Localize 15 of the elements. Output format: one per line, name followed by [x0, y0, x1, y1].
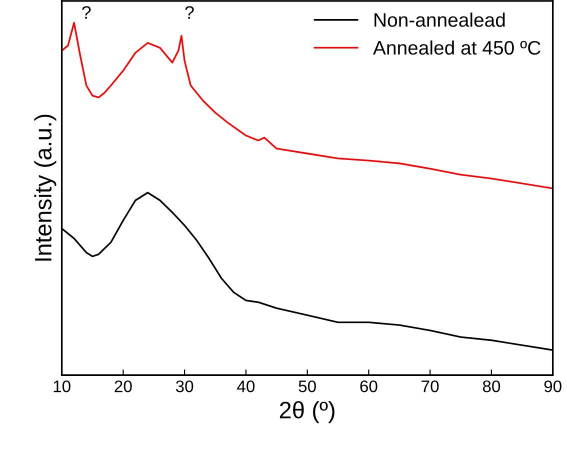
x-tick-label: 20 — [114, 380, 132, 392]
y-axis-title: Intensity (a.u.) — [34, 114, 56, 261]
x-tick-label: 40 — [237, 380, 255, 392]
legend-label: Non-annealead — [374, 12, 505, 27]
x-tick-label: 50 — [298, 380, 316, 392]
text: ? — [82, 6, 91, 19]
x-tick-label: 80 — [482, 380, 500, 392]
text: ? — [185, 6, 194, 19]
x-tick-label: 60 — [360, 380, 378, 392]
x-tick-label: 70 — [422, 380, 439, 392]
x-tick-label: 30 — [176, 380, 194, 392]
x-tick-label: 90 — [544, 380, 562, 392]
legend-label: Annealed at 450 ºC — [373, 40, 540, 55]
x-axis-title: 2θ (º) — [280, 401, 334, 424]
x-tick-label: 10 — [54, 380, 70, 392]
